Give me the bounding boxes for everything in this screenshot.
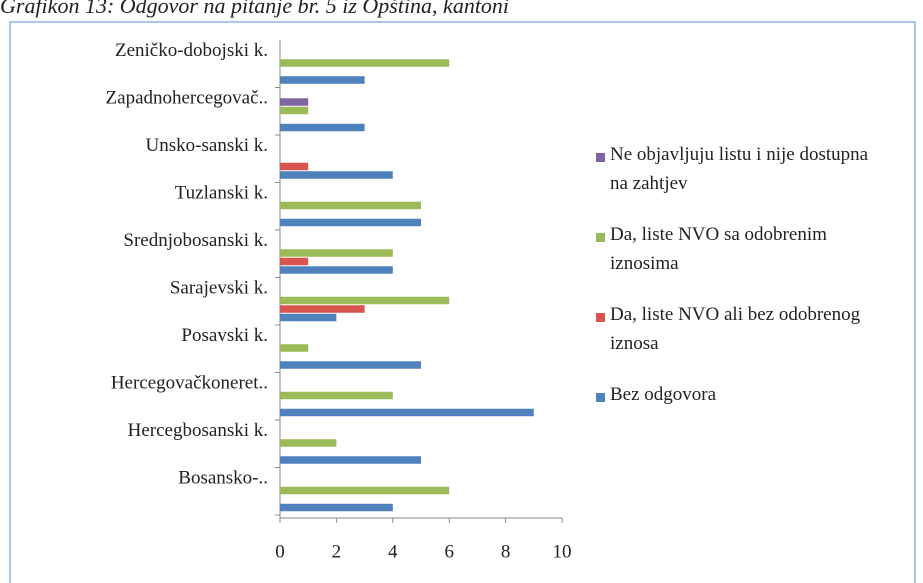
legend-label: Ne objavljuju listu i nije dostupna na z… bbox=[610, 144, 869, 194]
x-tick-label: 4 bbox=[388, 541, 398, 562]
legend-swatch bbox=[596, 313, 605, 322]
bar bbox=[280, 98, 309, 106]
bar bbox=[280, 123, 365, 132]
legend-item: Bez odgovora bbox=[588, 380, 888, 409]
bar bbox=[280, 439, 337, 447]
y-tick-label: Bosansko-.. bbox=[178, 468, 268, 489]
y-tick-label: Hercegbosanski k. bbox=[128, 420, 268, 441]
bar bbox=[280, 361, 421, 369]
bar bbox=[280, 296, 450, 305]
bar bbox=[280, 408, 534, 417]
bar bbox=[280, 76, 365, 84]
x-tick-label: 6 bbox=[444, 541, 454, 562]
legend-item: Da, liste NVO ali bez odobrenog iznosa bbox=[588, 300, 888, 358]
x-tick-label: 0 bbox=[275, 541, 285, 562]
legend-item: Ne objavljuju listu i nije dostupna na z… bbox=[588, 140, 888, 198]
bar bbox=[280, 503, 393, 512]
y-tick-label: Zeničko-dobojski k. bbox=[115, 40, 268, 61]
chart-frame bbox=[9, 21, 916, 583]
chart-title: Grafikon 13: Odgovor na pitanje br. 5 iz… bbox=[0, 0, 509, 18]
y-tick-label: Sarajevski k. bbox=[170, 278, 268, 299]
x-tick-label: 8 bbox=[501, 541, 511, 562]
legend-swatch bbox=[596, 233, 605, 242]
bar bbox=[280, 486, 450, 495]
y-tick-label: Hercegovačkoneret.. bbox=[111, 373, 268, 394]
legend-swatch bbox=[596, 393, 605, 402]
legend: Ne objavljuju listu i nije dostupna na z… bbox=[588, 140, 888, 431]
y-tick-label: Zapadnohercegovač.. bbox=[106, 88, 268, 109]
legend-item: Da, liste NVO sa odobrenim iznosima bbox=[588, 220, 888, 278]
x-tick-label: 10 bbox=[553, 541, 572, 562]
bar bbox=[280, 266, 393, 274]
bar bbox=[280, 106, 309, 115]
legend-label: Bez odgovora bbox=[610, 384, 717, 405]
bar bbox=[280, 313, 337, 322]
y-tick-label: Tuzlanski k. bbox=[175, 183, 268, 204]
bar bbox=[280, 456, 421, 464]
legend-label: Da, liste NVO sa odobrenim iznosima bbox=[610, 224, 827, 274]
bar bbox=[280, 171, 393, 179]
bar bbox=[280, 249, 393, 257]
bar bbox=[280, 162, 309, 171]
x-tick-label: 2 bbox=[332, 541, 342, 562]
bar bbox=[280, 59, 450, 67]
bar bbox=[280, 218, 421, 227]
y-tick-label: Srednjobosanski k. bbox=[123, 230, 268, 251]
y-tick-label: Posavski k. bbox=[181, 325, 268, 346]
bar bbox=[280, 344, 309, 352]
bar bbox=[280, 257, 309, 266]
legend-label: Da, liste NVO ali bez odobrenog iznosa bbox=[610, 304, 861, 354]
bar bbox=[280, 305, 365, 313]
bar bbox=[280, 201, 421, 210]
bar bbox=[280, 391, 393, 400]
y-tick-label: Unsko-sanski k. bbox=[146, 135, 268, 156]
legend-swatch bbox=[596, 153, 605, 162]
